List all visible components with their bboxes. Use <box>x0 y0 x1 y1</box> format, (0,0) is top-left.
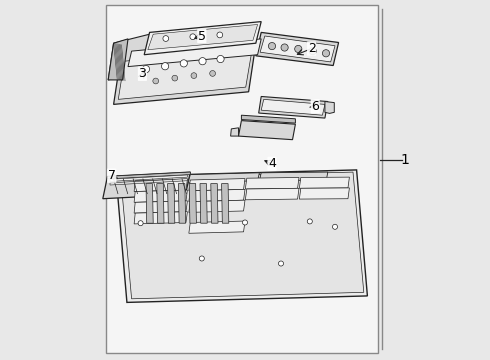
Polygon shape <box>108 39 128 80</box>
Polygon shape <box>157 184 164 223</box>
Polygon shape <box>245 177 299 189</box>
Text: 5: 5 <box>198 30 206 42</box>
Text: 6: 6 <box>311 100 319 113</box>
Circle shape <box>333 224 338 229</box>
Polygon shape <box>221 184 229 223</box>
Polygon shape <box>189 221 245 233</box>
Polygon shape <box>189 189 245 202</box>
Polygon shape <box>121 172 364 299</box>
Polygon shape <box>128 39 261 67</box>
Polygon shape <box>245 188 299 200</box>
Circle shape <box>172 75 178 81</box>
Polygon shape <box>259 172 328 181</box>
Polygon shape <box>200 184 207 223</box>
Circle shape <box>199 256 204 261</box>
Polygon shape <box>239 121 295 140</box>
Circle shape <box>278 261 284 266</box>
Polygon shape <box>188 173 259 183</box>
Polygon shape <box>103 172 190 199</box>
Polygon shape <box>146 184 153 223</box>
Polygon shape <box>134 179 187 192</box>
Polygon shape <box>110 175 187 181</box>
Circle shape <box>294 45 302 53</box>
Polygon shape <box>211 184 218 223</box>
Circle shape <box>217 55 224 63</box>
Polygon shape <box>148 24 258 50</box>
Polygon shape <box>107 172 190 179</box>
Text: 2: 2 <box>308 42 316 55</box>
Circle shape <box>191 73 197 78</box>
Polygon shape <box>189 179 245 191</box>
Polygon shape <box>134 201 187 213</box>
Polygon shape <box>189 184 196 223</box>
Circle shape <box>138 221 143 226</box>
Polygon shape <box>134 212 187 224</box>
Polygon shape <box>116 170 368 302</box>
Polygon shape <box>299 188 349 199</box>
Circle shape <box>210 71 216 76</box>
Circle shape <box>309 48 316 55</box>
Polygon shape <box>261 99 325 115</box>
Circle shape <box>199 58 206 65</box>
Polygon shape <box>118 49 252 99</box>
Text: 1: 1 <box>401 153 410 167</box>
Circle shape <box>322 50 330 57</box>
Polygon shape <box>259 96 328 118</box>
FancyBboxPatch shape <box>106 5 378 353</box>
Polygon shape <box>299 177 349 188</box>
Polygon shape <box>178 184 186 223</box>
Circle shape <box>269 42 275 50</box>
Circle shape <box>162 63 169 70</box>
Polygon shape <box>256 32 339 66</box>
Polygon shape <box>168 184 175 223</box>
Polygon shape <box>189 200 245 212</box>
Circle shape <box>153 78 159 84</box>
Polygon shape <box>144 22 261 55</box>
Text: 7: 7 <box>108 169 116 182</box>
Polygon shape <box>108 32 157 80</box>
Circle shape <box>190 34 196 40</box>
Circle shape <box>243 220 247 225</box>
Polygon shape <box>260 36 335 62</box>
Circle shape <box>307 219 312 224</box>
Text: 3: 3 <box>139 67 147 80</box>
Polygon shape <box>114 44 256 104</box>
Polygon shape <box>231 128 239 136</box>
Text: 4: 4 <box>268 157 276 170</box>
Polygon shape <box>110 179 187 185</box>
Circle shape <box>143 66 149 73</box>
Circle shape <box>180 60 187 67</box>
Polygon shape <box>134 190 187 202</box>
Polygon shape <box>325 102 334 113</box>
Circle shape <box>163 36 169 41</box>
Circle shape <box>281 44 288 51</box>
Polygon shape <box>242 115 295 123</box>
Circle shape <box>217 32 222 38</box>
